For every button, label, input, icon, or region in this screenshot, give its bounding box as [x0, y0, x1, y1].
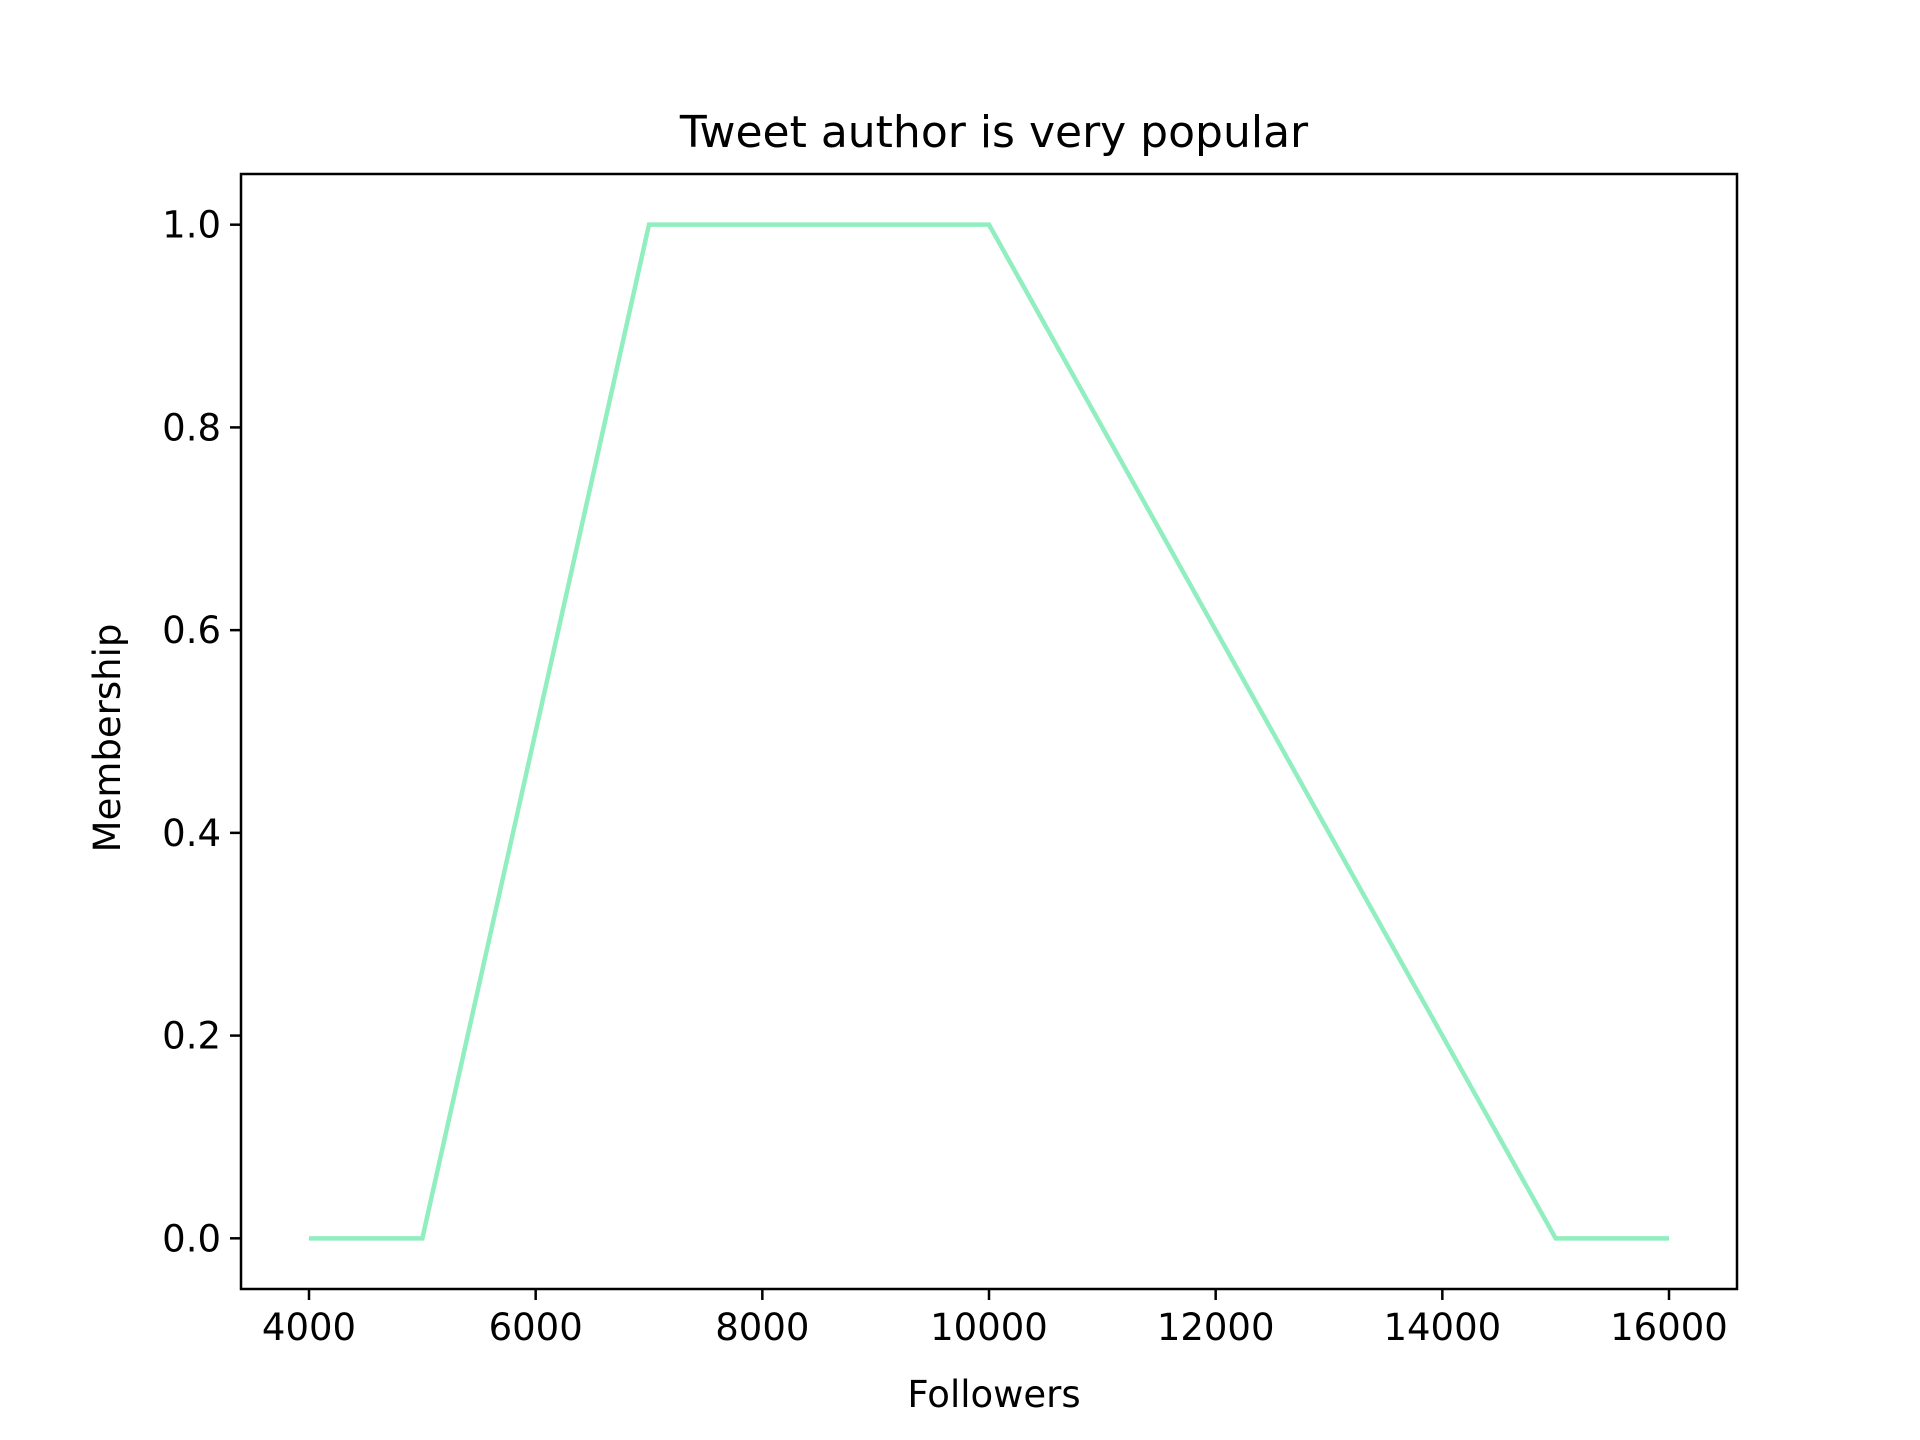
chart-title: Tweet author is very popular	[679, 107, 1309, 158]
y-tick-label: 0.2	[162, 1015, 221, 1058]
x-tick-label: 6000	[489, 1306, 583, 1349]
x-axis-ticks: 4000 6000 8000 10000 12000 14000 16000	[262, 1289, 1728, 1349]
y-tick-label: 1.0	[162, 204, 221, 247]
y-tick-label: 0.4	[162, 812, 221, 855]
series-line	[309, 222, 1669, 1241]
x-tick-label: 16000	[1610, 1306, 1728, 1349]
y-axis-ticks: 0.0 0.2 0.4 0.6 0.8 1.0	[162, 204, 241, 1260]
y-tick-label: 0.8	[162, 406, 221, 449]
y-tick-label: 0.0	[162, 1217, 221, 1260]
x-tick-label: 12000	[1157, 1306, 1275, 1349]
x-tick-label: 8000	[715, 1306, 809, 1349]
x-tick-label: 14000	[1383, 1306, 1501, 1349]
x-tick-label: 10000	[930, 1306, 1048, 1349]
y-axis-label: Membership	[86, 624, 129, 853]
x-tick-label: 4000	[262, 1306, 356, 1349]
x-axis-label: Followers	[907, 1373, 1080, 1416]
y-tick-label: 0.6	[162, 609, 221, 652]
